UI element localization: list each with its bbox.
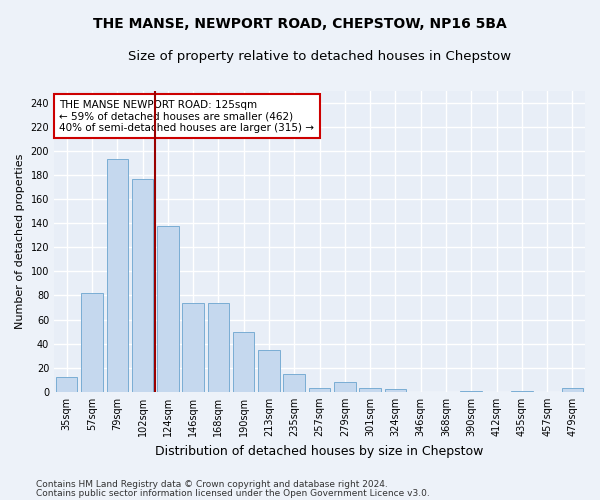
Bar	[309, 388, 330, 392]
Bar	[182, 302, 204, 392]
Bar	[81, 293, 103, 392]
X-axis label: Distribution of detached houses by size in Chepstow: Distribution of detached houses by size …	[155, 444, 484, 458]
Bar	[233, 332, 254, 392]
Bar	[107, 159, 128, 392]
Bar	[132, 178, 153, 392]
Bar	[208, 302, 229, 392]
Bar	[460, 390, 482, 392]
Text: THE MANSE, NEWPORT ROAD, CHEPSTOW, NP16 5BA: THE MANSE, NEWPORT ROAD, CHEPSTOW, NP16 …	[93, 18, 507, 32]
Text: THE MANSE NEWPORT ROAD: 125sqm
← 59% of detached houses are smaller (462)
40% of: THE MANSE NEWPORT ROAD: 125sqm ← 59% of …	[59, 100, 314, 133]
Bar	[258, 350, 280, 392]
Bar	[157, 226, 179, 392]
Bar	[385, 390, 406, 392]
Bar	[511, 390, 533, 392]
Bar	[359, 388, 381, 392]
Title: Size of property relative to detached houses in Chepstow: Size of property relative to detached ho…	[128, 50, 511, 63]
Bar	[562, 388, 583, 392]
Bar	[334, 382, 356, 392]
Text: Contains HM Land Registry data © Crown copyright and database right 2024.: Contains HM Land Registry data © Crown c…	[36, 480, 388, 489]
Bar	[56, 378, 77, 392]
Bar	[283, 374, 305, 392]
Y-axis label: Number of detached properties: Number of detached properties	[15, 154, 25, 329]
Text: Contains public sector information licensed under the Open Government Licence v3: Contains public sector information licen…	[36, 488, 430, 498]
